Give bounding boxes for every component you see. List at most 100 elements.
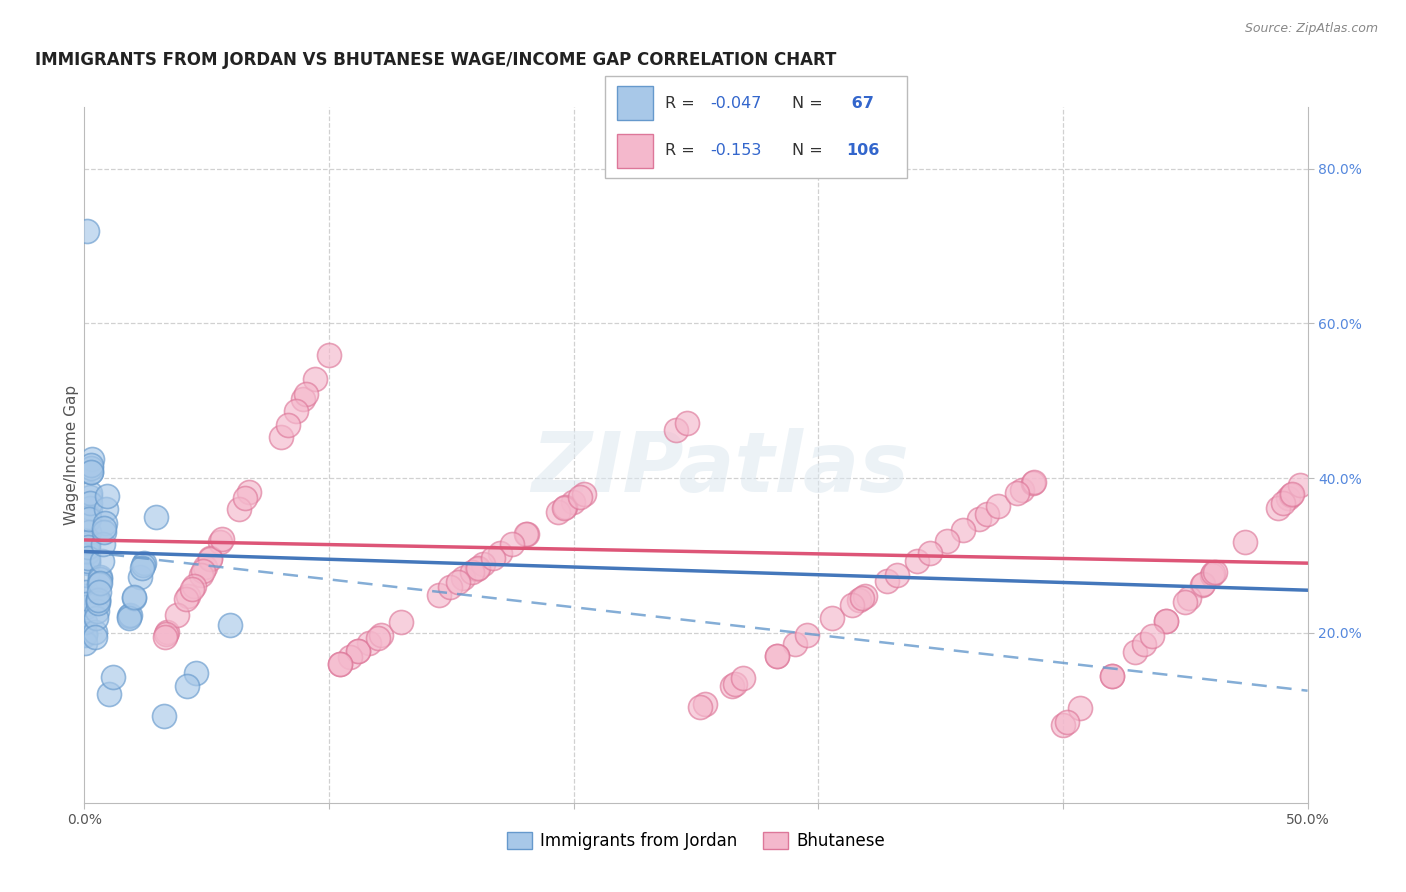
Point xyxy=(132,556,155,570)
Point xyxy=(76,550,98,565)
FancyBboxPatch shape xyxy=(617,87,652,120)
Text: N =: N = xyxy=(792,144,828,158)
Point xyxy=(853,590,876,604)
Point xyxy=(481,550,503,565)
Point xyxy=(1007,486,1029,500)
Point xyxy=(783,636,806,650)
Point xyxy=(89,577,111,591)
Point xyxy=(1191,578,1213,592)
Point xyxy=(211,532,233,546)
Point xyxy=(346,644,368,658)
Point xyxy=(295,387,318,401)
Point xyxy=(73,636,96,650)
Point xyxy=(132,558,155,573)
Point xyxy=(987,500,1010,514)
Point xyxy=(184,665,207,680)
Point xyxy=(77,512,100,526)
Point xyxy=(329,657,352,671)
Point xyxy=(841,598,863,612)
Point xyxy=(118,609,141,624)
Text: IMMIGRANTS FROM JORDAN VS BHUTANESE WAGE/INCOME GAP CORRELATION CHART: IMMIGRANTS FROM JORDAN VS BHUTANESE WAGE… xyxy=(35,52,837,70)
Point xyxy=(1233,534,1256,549)
Point xyxy=(75,599,97,614)
Point xyxy=(1281,487,1303,501)
Legend: Immigrants from Jordan, Bhutanese: Immigrants from Jordan, Bhutanese xyxy=(501,826,891,857)
Point xyxy=(1201,568,1223,582)
Point xyxy=(1011,483,1033,498)
Point xyxy=(124,591,146,605)
Point xyxy=(83,630,105,644)
Point xyxy=(80,452,103,467)
Point xyxy=(389,615,412,629)
Point xyxy=(79,510,101,524)
Text: ZIPatlas: ZIPatlas xyxy=(531,428,910,509)
Point xyxy=(156,625,179,640)
Point xyxy=(339,649,361,664)
Point xyxy=(75,597,97,611)
Point xyxy=(467,560,489,574)
Point xyxy=(181,582,204,597)
Text: -0.153: -0.153 xyxy=(710,144,762,158)
Text: 67: 67 xyxy=(846,96,875,111)
Point xyxy=(75,590,97,604)
Point xyxy=(87,592,110,607)
Point xyxy=(79,501,101,516)
Point xyxy=(79,486,101,500)
Point xyxy=(77,525,100,540)
Point xyxy=(90,554,112,568)
Point xyxy=(1069,700,1091,714)
Point xyxy=(765,648,787,663)
Point xyxy=(77,535,100,549)
Point xyxy=(1192,576,1215,591)
Point xyxy=(731,672,754,686)
Point xyxy=(329,657,352,671)
Point xyxy=(976,507,998,521)
Point xyxy=(77,544,100,558)
Point xyxy=(87,593,110,607)
Point xyxy=(270,430,292,444)
Point xyxy=(447,574,470,589)
Point xyxy=(118,608,141,623)
Point xyxy=(87,584,110,599)
Text: -0.047: -0.047 xyxy=(710,96,762,111)
Point xyxy=(367,631,389,645)
FancyBboxPatch shape xyxy=(617,135,652,168)
Point xyxy=(155,627,177,641)
Point xyxy=(675,416,697,430)
Point xyxy=(918,545,941,559)
Point xyxy=(77,540,100,554)
Point xyxy=(80,461,103,475)
Text: 106: 106 xyxy=(846,144,880,158)
Point xyxy=(461,565,484,579)
Point xyxy=(228,502,250,516)
Point xyxy=(427,588,450,602)
Point xyxy=(87,592,110,607)
Point xyxy=(89,569,111,583)
Point xyxy=(439,580,461,594)
Point xyxy=(75,615,97,630)
FancyBboxPatch shape xyxy=(605,76,907,178)
Point xyxy=(89,572,111,586)
Point xyxy=(277,417,299,432)
Point xyxy=(1154,615,1177,629)
Point xyxy=(177,589,200,603)
Point xyxy=(80,466,103,480)
Point xyxy=(465,561,488,575)
Point xyxy=(80,458,103,472)
Point xyxy=(79,491,101,505)
Point xyxy=(153,630,176,644)
Point xyxy=(118,610,141,624)
Point xyxy=(84,624,107,639)
Point xyxy=(553,501,575,516)
Point xyxy=(851,591,873,606)
Text: Source: ZipAtlas.com: Source: ZipAtlas.com xyxy=(1244,22,1378,36)
Point xyxy=(1279,488,1302,502)
Point xyxy=(80,466,103,480)
Point xyxy=(93,521,115,535)
Point xyxy=(76,557,98,571)
Point xyxy=(198,551,221,566)
Point xyxy=(1154,615,1177,629)
Point xyxy=(208,535,231,549)
Point xyxy=(238,485,260,500)
Point xyxy=(1123,645,1146,659)
